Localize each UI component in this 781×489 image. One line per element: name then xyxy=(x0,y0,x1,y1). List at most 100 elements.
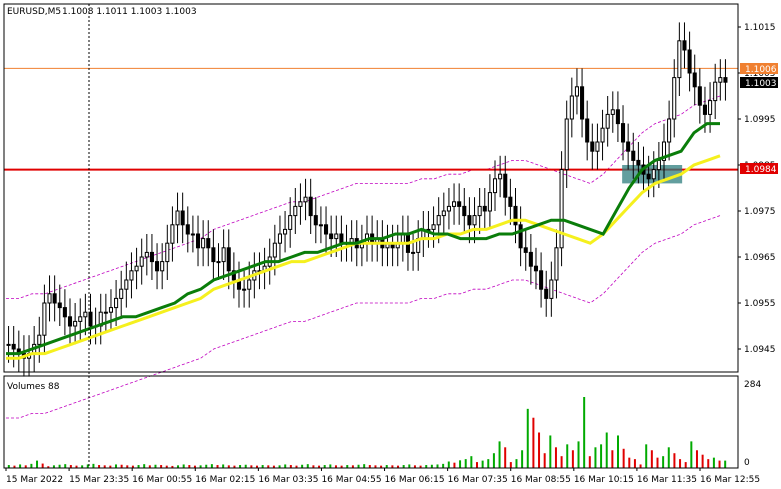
candle-body xyxy=(661,141,667,161)
candle-body xyxy=(231,270,236,281)
price-tick-label: 1.0945 xyxy=(744,345,776,355)
candle-body xyxy=(308,196,313,217)
current-price-tag xyxy=(740,77,778,88)
price-tick-label: 1.0995 xyxy=(744,115,776,125)
candle-body xyxy=(160,261,165,272)
candle-body xyxy=(651,169,656,180)
price-line-tag xyxy=(740,63,778,74)
candle-body xyxy=(318,224,323,227)
candle-body xyxy=(149,251,154,263)
candle-body xyxy=(139,256,144,267)
candle-body xyxy=(600,127,605,143)
candle-body xyxy=(539,270,544,290)
time-tick-label: 16 Mar 02:15 xyxy=(195,475,255,485)
candle-body xyxy=(83,311,88,318)
candle-body xyxy=(682,40,687,51)
candle-body xyxy=(108,307,114,313)
candle-body xyxy=(620,123,626,143)
candle-body xyxy=(585,118,590,143)
candle-body xyxy=(216,261,221,264)
candle-body xyxy=(559,169,564,249)
candle-body xyxy=(513,205,518,226)
candle-body xyxy=(595,141,600,152)
candle-body xyxy=(124,279,129,290)
ohlc-readout: 1.1008 1.1011 1.1003 1.1003 xyxy=(62,7,197,17)
chart-title: EURUSD,M5 xyxy=(7,7,61,17)
candle-body xyxy=(702,104,707,115)
candle-body xyxy=(467,215,472,226)
volume-pane-frame xyxy=(3,375,739,469)
candle-body xyxy=(718,77,723,83)
price-tick-label: 1.0955 xyxy=(744,299,776,309)
candle-body xyxy=(636,159,641,166)
candle-body xyxy=(723,77,728,83)
candle-body xyxy=(697,86,702,106)
price-tick-label: 1.0975 xyxy=(744,207,776,217)
candle-body xyxy=(687,49,692,74)
candle-body xyxy=(482,205,487,212)
candle-body xyxy=(277,233,282,244)
candle-body xyxy=(523,247,528,253)
candle-body xyxy=(498,173,503,180)
candle-body xyxy=(446,205,451,212)
candle-body xyxy=(329,233,334,240)
candle-body xyxy=(713,81,718,102)
candle-body xyxy=(62,307,67,318)
candle-body xyxy=(492,178,498,194)
candle-body xyxy=(134,265,139,272)
candle-body xyxy=(431,224,436,230)
candle-body xyxy=(283,228,288,235)
candle-body xyxy=(677,40,682,79)
candle-body xyxy=(211,247,216,263)
candle-body xyxy=(303,196,308,203)
candle-body xyxy=(672,77,677,120)
candle-body xyxy=(129,270,134,281)
candle-body xyxy=(165,242,170,263)
candle-body xyxy=(201,238,206,249)
candle-body xyxy=(47,293,52,304)
candle-body xyxy=(452,201,457,207)
candle-body xyxy=(626,141,631,152)
bollinger-upper xyxy=(6,95,721,299)
candle-body xyxy=(190,233,195,236)
candle-body xyxy=(170,224,175,244)
candle-body xyxy=(411,251,416,254)
time-tick-label: 16 Mar 00:55 xyxy=(132,475,192,485)
candle-body xyxy=(272,242,277,258)
candle-body xyxy=(52,293,57,304)
candle-body xyxy=(457,201,462,207)
candle-body xyxy=(631,150,636,161)
price-line-tag-text: 1.1006 xyxy=(745,65,777,75)
candle-body xyxy=(226,247,231,272)
moving-average-slow xyxy=(6,154,721,360)
candle-body xyxy=(175,210,180,226)
candle-body xyxy=(487,192,492,212)
candle-body xyxy=(334,233,339,240)
candle-body xyxy=(615,109,620,125)
time-tick-label: 16 Mar 12:55 xyxy=(700,475,760,485)
candle-body xyxy=(155,261,160,272)
candle-body xyxy=(293,205,298,217)
price-pane-frame xyxy=(3,3,739,373)
time-tick-label: 15 Mar 23:35 xyxy=(69,475,129,485)
candle-body xyxy=(288,215,293,230)
candle-body xyxy=(37,334,42,345)
time-tick-label: 15 Mar 2022 xyxy=(6,475,63,485)
candle-body xyxy=(544,288,549,299)
candle-body xyxy=(549,279,554,299)
candle-body xyxy=(605,113,610,129)
candle-body xyxy=(42,302,47,336)
candle-body xyxy=(103,311,108,314)
candle-body xyxy=(195,233,201,249)
candle-body xyxy=(574,86,579,97)
volumes-scale-min: 0 xyxy=(744,458,750,468)
candle-body xyxy=(692,72,697,88)
candle-body xyxy=(242,288,247,291)
candle-body xyxy=(518,224,523,249)
bollinger-lower xyxy=(6,215,721,419)
candle-body xyxy=(247,279,252,290)
candle-body xyxy=(185,224,190,235)
volumes-label: Volumes 88 xyxy=(7,382,60,392)
candle-body xyxy=(508,196,513,207)
